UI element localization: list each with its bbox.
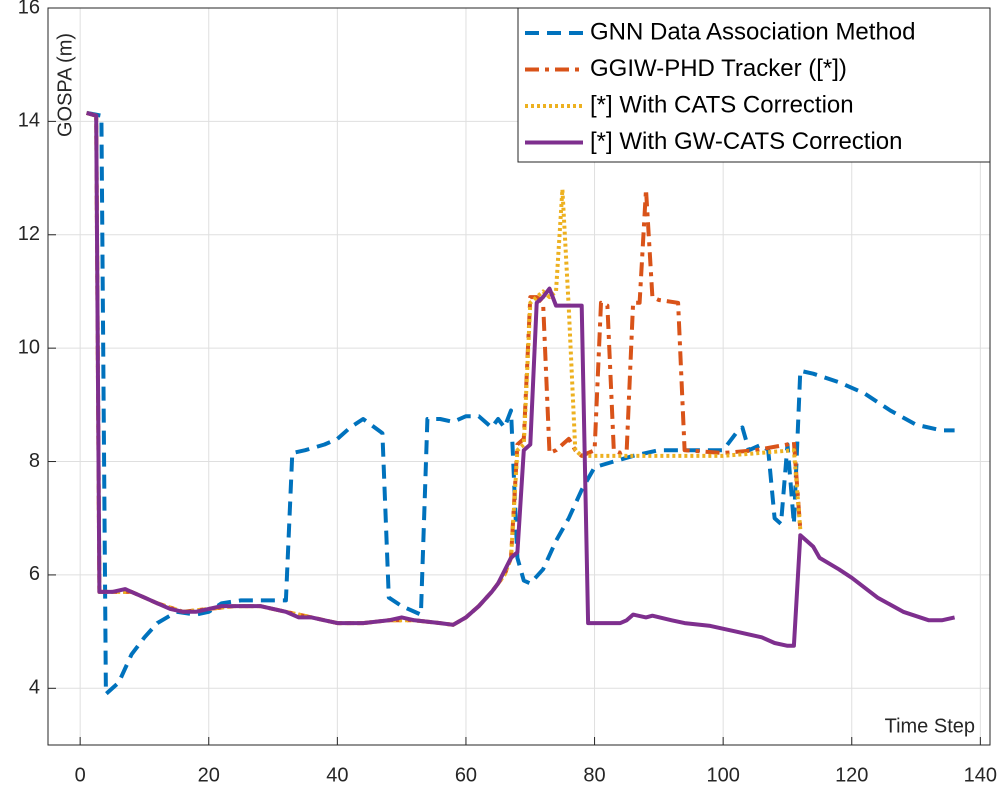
legend: GNN Data Association Method GGIW-PHD Trac… (517, 7, 991, 163)
x-tick-label: 60 (455, 764, 477, 786)
y-tick-label: 12 (18, 223, 40, 245)
y-tick-label: 10 (18, 336, 40, 358)
y-tick-label: 6 (29, 563, 40, 585)
y-tick-label: 4 (29, 677, 40, 699)
legend-label: GGIW-PHD Tracker ([*]) (590, 55, 847, 82)
x-tick-label: 20 (198, 764, 220, 786)
y-tick-label: 16 (18, 0, 40, 18)
legend-label: [*] With CATS Correction (590, 91, 854, 118)
x-axis-label: Time Step (885, 715, 975, 737)
series-line (86, 110, 956, 648)
legend-label: GNN Data Association Method (590, 18, 916, 45)
x-tick-label: 40 (326, 764, 348, 786)
legend-label: [*] With GW-CATS Correction (590, 128, 903, 155)
x-tick-label: 80 (583, 764, 605, 786)
x-tick-label: 0 (75, 764, 86, 786)
legend-box (517, 7, 991, 163)
x-tick-label: 120 (835, 764, 868, 786)
x-tick-label: 100 (706, 764, 739, 786)
y-tick-label: 8 (29, 450, 40, 472)
series-line (86, 110, 955, 696)
lines (86, 110, 956, 696)
y-tick-label: 14 (18, 110, 40, 132)
x-tick-label: 140 (964, 764, 997, 786)
y-axis-label: GOSPA (m) (54, 33, 76, 137)
